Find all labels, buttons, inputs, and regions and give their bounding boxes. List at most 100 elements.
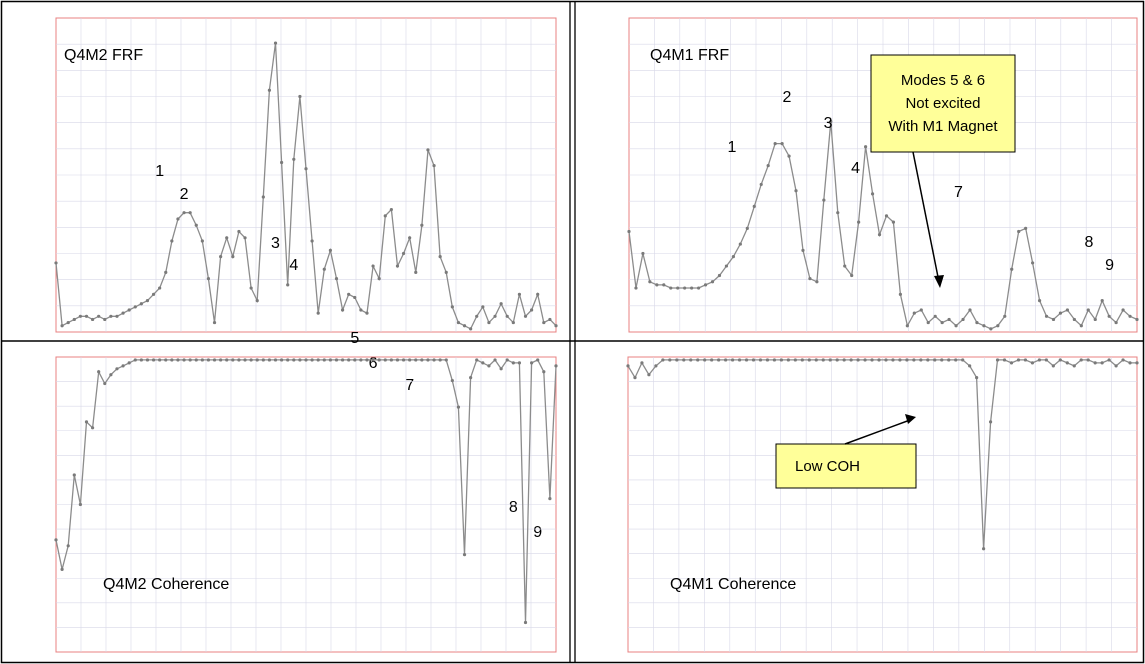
data-point: [334, 358, 339, 362]
data-point: [389, 358, 393, 362]
data-point: [1135, 317, 1139, 322]
data-point: [1114, 320, 1118, 325]
callout-arrow-head: [934, 275, 944, 288]
data-point: [383, 358, 387, 362]
data-point: [648, 280, 652, 284]
chart-title-q4m2-frf: Q4M2 FRF: [64, 47, 143, 64]
data-point: [662, 283, 666, 287]
data-point: [1128, 361, 1132, 365]
data-point: [383, 214, 387, 218]
data-point: [654, 364, 658, 368]
data-point: [548, 317, 552, 322]
callout-modes-not-excited: Modes 5 & 6 Not excited With M1 Magnet: [870, 54, 1016, 288]
data-point: [1072, 317, 1076, 322]
data-point: [1044, 314, 1049, 318]
data-point: [365, 311, 369, 315]
data-point: [891, 358, 895, 362]
data-point: [542, 370, 546, 374]
panel-q4m1-frf: 1 2 3 4 7 89: [627, 17, 1139, 333]
data-point: [475, 358, 479, 362]
data-point: [898, 292, 902, 296]
data-point: [703, 358, 707, 362]
data-point: [328, 358, 332, 362]
data-point: [103, 317, 107, 322]
data-point: [316, 358, 320, 362]
data-point: [243, 236, 247, 240]
data-point: [322, 358, 326, 362]
data-point: [511, 361, 515, 365]
data-point: [499, 302, 503, 306]
data-point: [450, 379, 454, 383]
data-point: [182, 211, 186, 215]
chart-title-q4m1-coherence: Q4M1 Coherence: [670, 576, 796, 593]
data-point: [1079, 358, 1083, 362]
data-point: [800, 358, 804, 362]
data-point: [1107, 358, 1111, 362]
data-point: [280, 160, 284, 165]
data-point: [843, 264, 847, 268]
data-point: [90, 317, 95, 322]
data-point: [145, 299, 150, 303]
data-point: [947, 317, 951, 322]
data-point: [815, 280, 819, 284]
data-point: [1031, 261, 1035, 265]
data-point: [1121, 358, 1125, 362]
data-point: [456, 320, 461, 325]
callout-line-1: Modes 5 & 6: [901, 72, 985, 89]
data-point: [655, 283, 659, 287]
data-point: [954, 358, 958, 362]
data-point: [1093, 361, 1097, 365]
data-point: [772, 358, 777, 362]
data-point: [542, 320, 546, 325]
data-point: [536, 358, 540, 362]
data-point: [188, 358, 192, 362]
data-point: [1100, 299, 1104, 303]
data-point: [151, 358, 156, 362]
panel-q4m1-coherence: [626, 356, 1139, 653]
data-point: [626, 364, 630, 368]
data-point: [676, 286, 680, 290]
mode-label-9: 9: [533, 524, 542, 541]
data-point: [151, 292, 156, 296]
data-point: [438, 255, 442, 259]
data-point: [523, 314, 528, 318]
data-point: [60, 324, 64, 328]
data-point: [696, 358, 700, 362]
data-point: [219, 255, 223, 259]
data-point: [493, 358, 497, 362]
data-point: [273, 41, 278, 45]
data-point: [724, 264, 729, 268]
data-point: [493, 314, 497, 318]
mode-label-2: 2: [782, 89, 791, 106]
data-point: [988, 420, 993, 424]
data-point: [1058, 311, 1063, 315]
data-point: [371, 358, 375, 362]
data-point: [857, 220, 861, 224]
data-point: [877, 358, 881, 362]
data-point: [145, 358, 150, 362]
data-point: [261, 358, 265, 362]
data-point: [835, 358, 839, 362]
mode-label-9: 9: [1105, 257, 1114, 274]
data-point: [353, 295, 357, 300]
data-point: [954, 324, 958, 328]
data-point: [1058, 358, 1062, 362]
mode-label-5: 5: [350, 330, 359, 347]
data-point: [1037, 299, 1042, 303]
callout-low-coh: Low COH: [775, 414, 917, 489]
data-point: [401, 358, 406, 362]
data-point: [158, 358, 162, 362]
data-point: [322, 267, 326, 271]
data-point: [249, 286, 253, 290]
data-point: [1100, 361, 1104, 365]
data-point: [975, 320, 979, 325]
panel-q4m2-coherence: [54, 356, 558, 653]
data-point: [212, 358, 217, 362]
chart-title-q4m1-frf: Q4M1 FRF: [650, 47, 729, 64]
callout-box: [775, 443, 917, 489]
data-point: [877, 233, 882, 237]
data-point: [1051, 364, 1055, 368]
data-point: [793, 358, 797, 362]
data-point: [926, 358, 930, 362]
data-point: [961, 317, 965, 322]
